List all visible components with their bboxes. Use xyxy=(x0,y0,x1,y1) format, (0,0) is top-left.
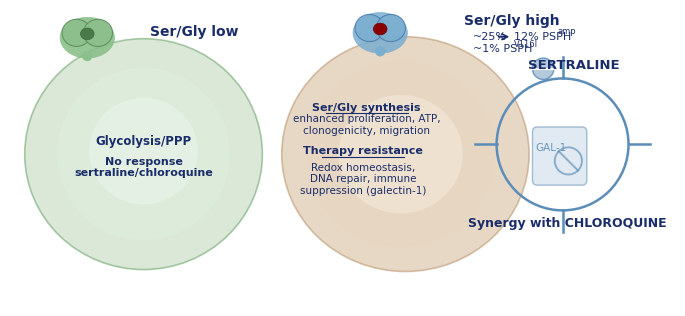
Text: 12% PSPH: 12% PSPH xyxy=(514,32,571,42)
Text: GAL-1: GAL-1 xyxy=(535,143,566,153)
Ellipse shape xyxy=(338,95,462,213)
Ellipse shape xyxy=(62,19,91,46)
Ellipse shape xyxy=(375,46,385,56)
Text: SERTRALINE: SERTRALINE xyxy=(528,59,620,72)
Text: V116I: V116I xyxy=(514,40,538,49)
Ellipse shape xyxy=(306,61,495,247)
Ellipse shape xyxy=(84,19,112,46)
Ellipse shape xyxy=(58,68,230,240)
Ellipse shape xyxy=(353,13,408,53)
Text: amp: amp xyxy=(558,27,576,36)
Text: enhanced proliferation, ATP,
clonogenicity, migration: enhanced proliferation, ATP, clonogenici… xyxy=(292,114,440,136)
Text: Ser/Gly synthesis: Ser/Gly synthesis xyxy=(312,103,421,112)
Ellipse shape xyxy=(60,17,114,58)
Text: ~25%: ~25% xyxy=(473,32,508,42)
Text: ~1% PSPH: ~1% PSPH xyxy=(473,44,533,54)
Ellipse shape xyxy=(373,23,387,35)
Text: Ser/Gly low: Ser/Gly low xyxy=(150,25,238,39)
FancyBboxPatch shape xyxy=(532,127,587,185)
Text: No response
sertraline/chloroquine: No response sertraline/chloroquine xyxy=(74,157,213,179)
Ellipse shape xyxy=(532,58,554,79)
Ellipse shape xyxy=(89,98,198,204)
Ellipse shape xyxy=(82,51,92,61)
Text: Therapy resistance: Therapy resistance xyxy=(303,146,423,156)
Ellipse shape xyxy=(25,39,262,270)
Ellipse shape xyxy=(355,15,384,42)
Text: Ser/Gly high: Ser/Gly high xyxy=(464,14,559,28)
Text: Synergy with CHLOROQUINE: Synergy with CHLOROQUINE xyxy=(468,217,667,230)
Text: Redox homeostasis,
DNA repair, immune
suppression (galectin-1): Redox homeostasis, DNA repair, immune su… xyxy=(299,163,426,196)
Ellipse shape xyxy=(376,15,406,42)
Ellipse shape xyxy=(282,37,529,271)
Ellipse shape xyxy=(81,28,94,40)
Text: Glycolysis/PPP: Glycolysis/PPP xyxy=(95,135,192,148)
